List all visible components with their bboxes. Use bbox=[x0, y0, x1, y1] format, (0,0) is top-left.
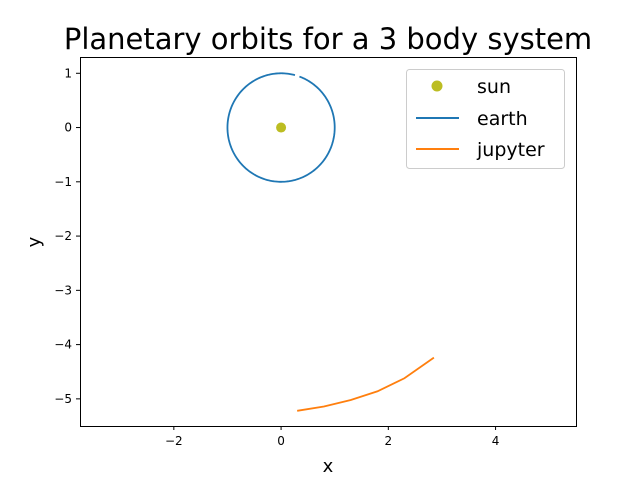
x-tick-label: −2 bbox=[165, 434, 183, 448]
sun-marker bbox=[276, 122, 287, 133]
y-tick-label: −2 bbox=[54, 229, 72, 243]
y-tick-label: −4 bbox=[54, 338, 72, 352]
y-tick-label: 1 bbox=[64, 66, 72, 80]
plot-area bbox=[226, 72, 435, 412]
x-tick-label: 4 bbox=[492, 434, 500, 448]
x-axis: −2 0 2 4 bbox=[165, 426, 499, 448]
y-axis-label: y bbox=[24, 236, 45, 247]
plot-frame bbox=[80, 57, 577, 427]
jupyter-orbit-line bbox=[297, 356, 435, 412]
legend-earth-label: earth bbox=[477, 108, 528, 130]
legend: sun earth jupyter bbox=[406, 69, 565, 169]
y-axis: 1 0 −1 −2 −3 −4 −5 bbox=[54, 66, 80, 406]
x-axis-label: x bbox=[323, 456, 334, 477]
earth-orbit-line bbox=[226, 72, 336, 183]
legend-sun-label: sun bbox=[477, 76, 511, 98]
legend-jupyter-label: jupyter bbox=[476, 139, 545, 161]
y-tick-label: −3 bbox=[54, 283, 72, 297]
y-tick-label: 0 bbox=[64, 121, 72, 135]
chart-title: Planetary orbits for a 3 body system bbox=[64, 22, 592, 56]
y-tick-label: −5 bbox=[54, 392, 72, 406]
legend-box bbox=[406, 69, 565, 169]
legend-sun-marker bbox=[431, 80, 443, 92]
x-tick-label: 2 bbox=[385, 434, 393, 448]
x-tick-label: 0 bbox=[277, 434, 285, 448]
y-tick-label: −1 bbox=[54, 175, 72, 189]
